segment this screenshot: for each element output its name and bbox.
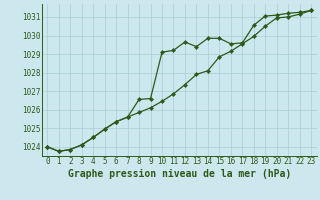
X-axis label: Graphe pression niveau de la mer (hPa): Graphe pression niveau de la mer (hPa) [68,169,291,179]
